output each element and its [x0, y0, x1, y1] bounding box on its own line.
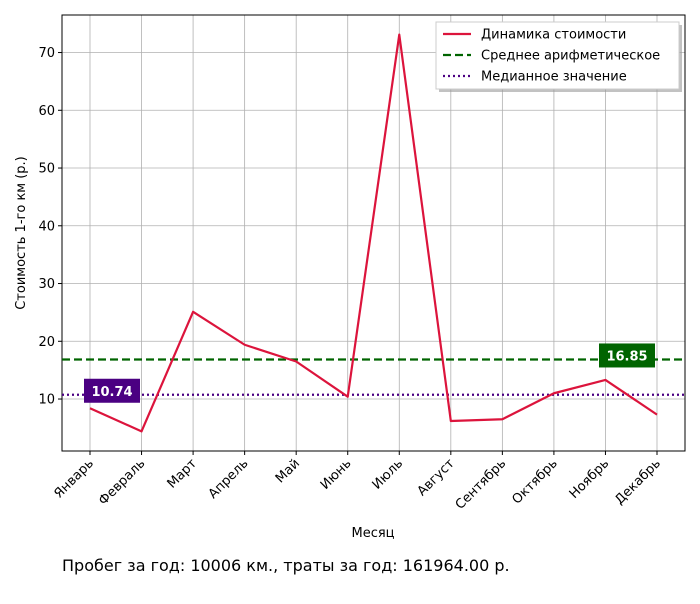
- x-tick-label: Февраль: [96, 456, 148, 508]
- x-tick-label: Сентябрь: [453, 456, 510, 513]
- x-tick-label: Январь: [52, 456, 97, 501]
- value-labels: 16.85 10.74: [84, 343, 655, 403]
- x-tick-label: Ноябрь: [567, 456, 613, 502]
- x-tick-label: Июнь: [318, 456, 355, 493]
- x-tick-label: Декабрь: [612, 456, 664, 508]
- x-tick-label: Апрель: [206, 456, 252, 502]
- y-tick-label: 60: [38, 104, 55, 119]
- legend: Динамика стоимости Среднее арифметическое…: [435, 21, 682, 92]
- x-tick-label: Июль: [370, 456, 407, 493]
- series: [89, 33, 658, 433]
- y-tick-label: 50: [38, 162, 55, 177]
- mean-value-label: 16.85: [599, 343, 655, 368]
- x-axis-label: Месяц: [351, 526, 394, 541]
- reference-lines: [62, 358, 685, 396]
- mean-value-label-box: [599, 343, 655, 368]
- median-value-label: 10.74: [84, 378, 140, 403]
- mean-value-label-text: 16.85: [606, 349, 647, 364]
- x-tick-label: Август: [415, 456, 458, 499]
- annual-summary: Пробег за год: 10006 км., траты за год: …: [62, 556, 510, 575]
- plot-frame: [61, 14, 686, 452]
- y-tick-label: 30: [38, 277, 55, 292]
- median-value-label-box: [84, 378, 140, 403]
- y-tick-label: 10: [38, 393, 55, 408]
- legend-label: Среднее арифметическое: [481, 49, 660, 64]
- y-tick-label: 40: [38, 219, 55, 234]
- y-tick-label: 20: [38, 335, 55, 350]
- x-tick-label: Май: [273, 456, 303, 486]
- median-value-label-text: 10.74: [91, 385, 132, 400]
- x-tick-label: Март: [165, 456, 201, 492]
- legend-label: Динамика стоимости: [481, 28, 626, 43]
- x-tick-label: Октябрь: [510, 456, 561, 507]
- y-tick-label: 70: [38, 46, 55, 61]
- y-axis-label: Стоимость 1-го км (р.): [14, 156, 29, 310]
- cost-line: [89, 33, 658, 433]
- legend-box: [435, 21, 680, 90]
- legend-label: Медианное значение: [481, 70, 627, 85]
